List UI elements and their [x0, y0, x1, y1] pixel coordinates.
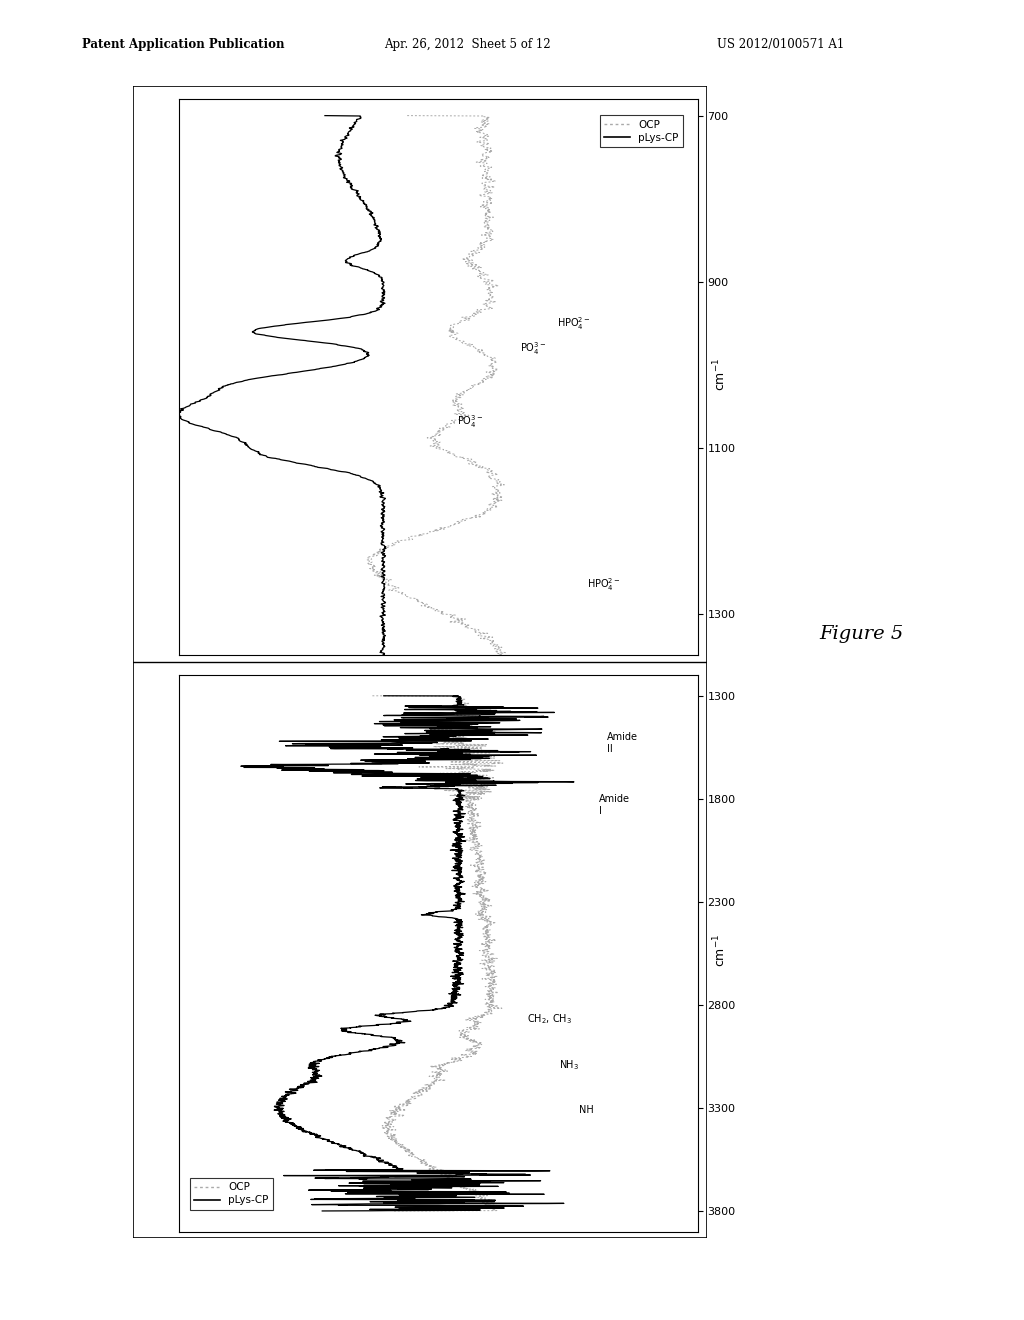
Text: Amide
II: Amide II	[606, 733, 638, 754]
Text: PO$_4^{3-}$: PO$_4^{3-}$	[520, 339, 547, 356]
Text: cm$^{-1}$: cm$^{-1}$	[712, 933, 728, 966]
Text: Apr. 26, 2012  Sheet 5 of 12: Apr. 26, 2012 Sheet 5 of 12	[384, 38, 551, 51]
Text: Figure 5: Figure 5	[819, 624, 903, 643]
Text: Patent Application Publication: Patent Application Publication	[82, 38, 285, 51]
Text: Amide
I: Amide I	[598, 795, 630, 816]
Legend: OCP, pLys-CP: OCP, pLys-CP	[600, 115, 683, 147]
Text: CH$_2$, CH$_3$: CH$_2$, CH$_3$	[526, 1012, 571, 1026]
Text: NH$_3$: NH$_3$	[559, 1057, 579, 1072]
Text: PO$_4^{3-}$: PO$_4^{3-}$	[458, 413, 483, 429]
Text: cm$^{-1}$: cm$^{-1}$	[712, 358, 728, 391]
Text: NH: NH	[579, 1105, 593, 1115]
Text: US 2012/0100571 A1: US 2012/0100571 A1	[717, 38, 844, 51]
Legend: OCP, pLys-CP: OCP, pLys-CP	[189, 1179, 272, 1209]
Text: HPO$_4^{2-}$: HPO$_4^{2-}$	[557, 314, 591, 331]
Text: HPO$_4^{2-}$: HPO$_4^{2-}$	[587, 577, 621, 593]
